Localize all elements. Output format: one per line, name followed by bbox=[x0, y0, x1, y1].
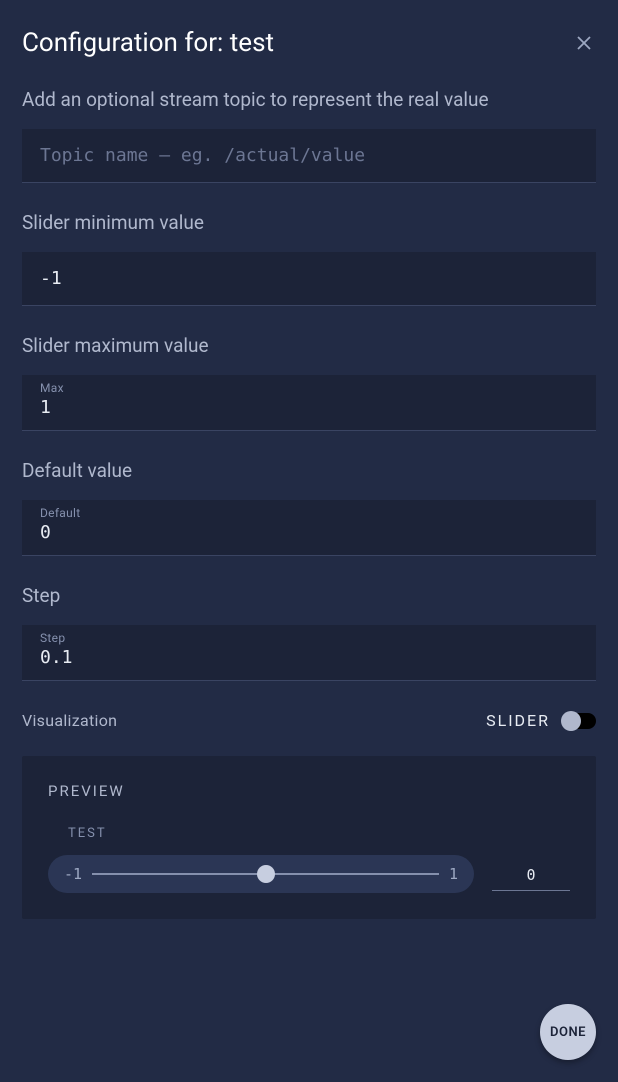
preview-control-name: TEST bbox=[68, 826, 570, 841]
configuration-dialog: Configuration for: test Add an optional … bbox=[0, 0, 618, 941]
default-input-wrap: Default bbox=[22, 500, 596, 556]
visualization-row: Visualization SLIDER bbox=[22, 711, 596, 730]
preview-row: -1 1 0 bbox=[48, 855, 570, 893]
step-float-label: Step bbox=[40, 631, 65, 645]
min-label: Slider minimum value bbox=[22, 211, 596, 234]
topic-input[interactable] bbox=[22, 129, 596, 182]
topic-label: Add an optional stream topic to represen… bbox=[22, 88, 596, 111]
min-input-wrap bbox=[22, 252, 596, 306]
slider-thumb[interactable] bbox=[257, 865, 275, 883]
default-label: Default value bbox=[22, 459, 596, 482]
step-input[interactable] bbox=[22, 643, 596, 680]
default-float-label: Default bbox=[40, 506, 81, 520]
done-button[interactable]: DONE bbox=[540, 1004, 596, 1060]
min-input[interactable] bbox=[22, 252, 596, 305]
preview-title: PREVIEW bbox=[48, 782, 570, 800]
preview-value-input[interactable]: 0 bbox=[492, 858, 570, 891]
preview-panel: PREVIEW TEST -1 1 0 bbox=[22, 756, 596, 919]
dialog-title: Configuration for: test bbox=[22, 28, 274, 58]
step-label: Step bbox=[22, 584, 596, 607]
close-icon bbox=[576, 35, 592, 51]
max-input-wrap: Max bbox=[22, 375, 596, 431]
slider-track bbox=[92, 873, 439, 875]
topic-input-wrap bbox=[22, 129, 596, 183]
slider-min-label: -1 bbox=[64, 865, 82, 883]
preview-slider[interactable]: -1 1 bbox=[48, 855, 474, 893]
close-button[interactable] bbox=[572, 31, 596, 55]
visualization-toggle[interactable] bbox=[562, 713, 596, 729]
default-input[interactable] bbox=[22, 518, 596, 555]
max-label: Slider maximum value bbox=[22, 334, 596, 357]
slider-max-label: 1 bbox=[449, 865, 458, 883]
done-button-label: DONE bbox=[550, 1025, 586, 1040]
visualization-controls: SLIDER bbox=[486, 711, 596, 730]
max-float-label: Max bbox=[40, 381, 64, 395]
visualization-mode: SLIDER bbox=[486, 711, 550, 730]
visualization-label: Visualization bbox=[22, 711, 117, 730]
step-input-wrap: Step bbox=[22, 625, 596, 681]
max-input[interactable] bbox=[22, 393, 596, 430]
dialog-header: Configuration for: test bbox=[22, 28, 596, 58]
toggle-knob bbox=[561, 711, 581, 731]
